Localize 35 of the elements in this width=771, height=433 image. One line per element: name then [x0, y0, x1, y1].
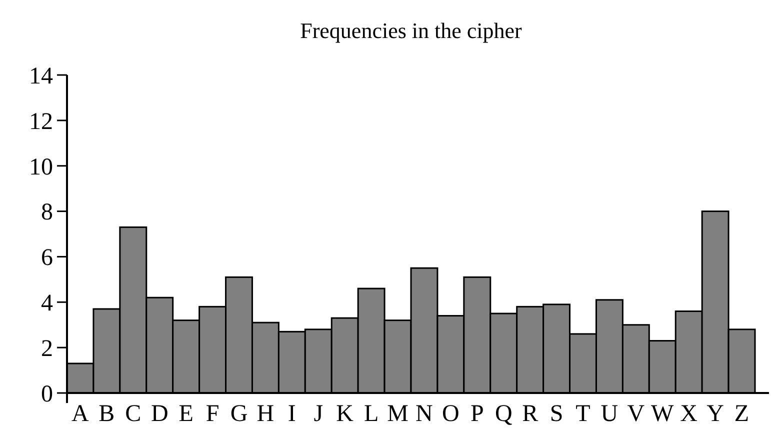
x-tick-label: I	[288, 401, 296, 427]
x-tick-label: C	[125, 401, 142, 427]
x-tick-label: O	[442, 401, 460, 427]
x-tick-label: H	[256, 401, 274, 427]
y-tick-label: 12	[29, 108, 53, 135]
x-tick-label: Q	[494, 401, 512, 427]
x-tick-label: E	[178, 401, 194, 427]
x-tick-label: M	[387, 401, 408, 427]
x-tick-label: P	[470, 401, 484, 427]
x-tick-label: R	[522, 401, 538, 427]
x-tick-label: K	[336, 401, 354, 427]
x-tick-label: X	[680, 401, 698, 427]
x-tick-label: F	[206, 401, 220, 427]
y-tick-label: 10	[29, 154, 53, 180]
y-tick-label: 8	[41, 200, 53, 226]
x-tick-label: L	[364, 401, 379, 427]
x-tick-label: Y	[706, 401, 724, 427]
x-tick-label: W	[651, 401, 674, 427]
x-tick-label: D	[150, 401, 168, 427]
x-tick-label: B	[98, 401, 115, 427]
x-tick-label: G	[230, 401, 248, 427]
y-tick-label: 2	[41, 336, 53, 362]
x-tick-label: V	[627, 401, 646, 427]
y-tick-label: 6	[41, 245, 53, 272]
x-tick-label: A	[72, 401, 90, 427]
x-tick-label: S	[550, 401, 564, 427]
y-tick-label: 0	[41, 381, 53, 408]
chart-title: Frequencies in the cipher	[300, 18, 523, 43]
x-tick-label: N	[416, 401, 433, 427]
x-tick-label: J	[314, 401, 324, 427]
x-tick-label: Z	[734, 401, 750, 427]
x-tick-label: T	[576, 401, 591, 427]
x-tick-label: U	[600, 401, 618, 427]
y-tick-label: 14	[29, 63, 53, 90]
y-tick-label: 4	[41, 290, 53, 317]
